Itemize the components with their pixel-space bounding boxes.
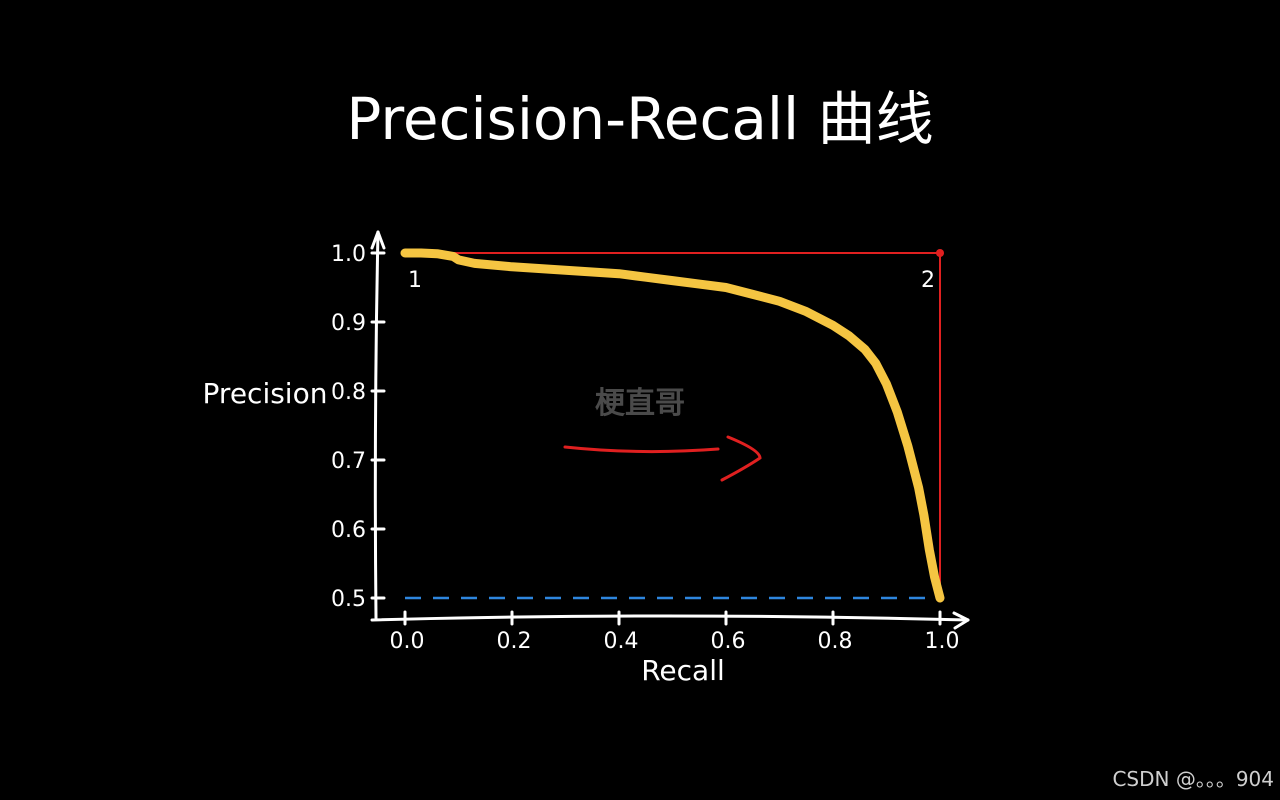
ideal-line xyxy=(405,252,941,598)
x-tick-label: 0.0 xyxy=(390,629,425,654)
x-tick-label: 0.8 xyxy=(818,629,853,654)
ideal-line-group xyxy=(405,249,944,598)
y-tick-label: 0.5 xyxy=(331,587,366,612)
x-axis-label: Recall xyxy=(641,654,725,687)
trend-arrow xyxy=(563,435,762,482)
y-axis-arrow xyxy=(370,230,386,250)
footer-credit: CSDN @。。。904 xyxy=(1112,767,1274,791)
y-tick-label: 0.9 xyxy=(331,311,366,336)
tick-labels: 0.5 0.6 0.7 0.8 0.9 1.0 0.0 0.2 0.4 0.6 0.8 1.0 xyxy=(331,242,960,654)
pr-curve-group xyxy=(400,248,945,603)
y-axis-label: Precision xyxy=(203,377,328,410)
x-tick-label: 0.2 xyxy=(497,629,532,654)
axes xyxy=(370,230,970,630)
x-axis-line xyxy=(370,614,970,622)
ideal-corner-dot xyxy=(936,249,944,257)
y-axis-line xyxy=(373,230,380,620)
x-axis-arrow xyxy=(952,611,970,630)
y-tick-label: 1.0 xyxy=(331,242,366,267)
point-annotation: 1 xyxy=(408,268,422,293)
x-tick-label: 1.0 xyxy=(925,629,960,654)
y-tick-label: 0.7 xyxy=(331,449,366,474)
y-tick-label: 0.8 xyxy=(331,380,366,405)
page-title: Precision-Recall 曲线 xyxy=(346,85,934,153)
point-annotation: 2 xyxy=(921,268,935,293)
x-tick-label: 0.4 xyxy=(604,629,639,654)
pr-curve-line xyxy=(400,248,945,603)
watermark-text: 梗直哥 xyxy=(595,386,685,421)
x-tick-label: 0.6 xyxy=(711,629,746,654)
y-tick-label: 0.6 xyxy=(331,518,366,543)
